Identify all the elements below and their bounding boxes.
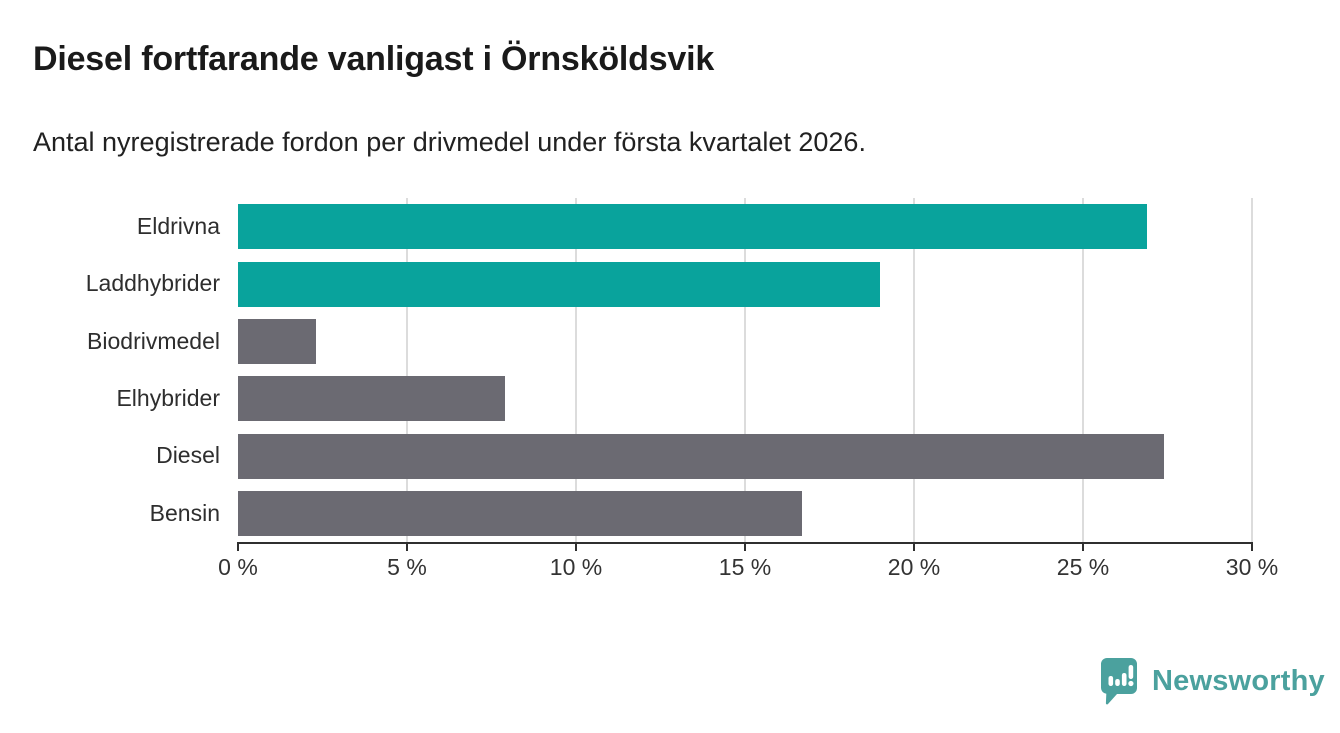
category-axis: Eldrivna Laddhybrider Biodrivmedel Elhybrid… <box>0 198 220 542</box>
gridline <box>1082 198 1084 542</box>
category-label-bensin: Bensin <box>149 499 220 526</box>
gridline <box>575 198 577 542</box>
bar-diesel <box>238 433 1165 479</box>
axis-tick <box>744 542 746 551</box>
axis-tick <box>1251 542 1253 551</box>
newsworthy-logo: Newsworthy <box>1100 657 1325 705</box>
bar-elhybrider <box>238 376 506 422</box>
logo-text: Newsworthy <box>1152 664 1325 697</box>
axis-tick <box>575 542 577 551</box>
gridline <box>406 198 408 542</box>
axis-tick-label: 20 % <box>887 554 941 580</box>
category-label-biodrivmedel: Biodrivmedel <box>87 327 220 354</box>
axis-tick-label: 25 % <box>1056 554 1110 580</box>
axis-tick <box>406 542 408 551</box>
bar-biodrivmedel <box>238 318 316 364</box>
plot-area: 0 % 5 % 10 % 15 % 20 % 25 % 30 % <box>218 198 1278 580</box>
category-label-elhybrider: Elhybrider <box>116 385 220 412</box>
axis-tick-label: 15 % <box>718 554 772 580</box>
bar-laddhybrider <box>238 261 881 307</box>
axis-tick <box>1082 542 1084 551</box>
axis-tick <box>913 542 915 551</box>
gridline <box>1251 198 1253 542</box>
axis-tick-label: 5 % <box>387 554 427 580</box>
category-label-eldrivna: Eldrivna <box>136 213 220 240</box>
axis-tick-label: 10 % <box>549 554 603 580</box>
category-label-laddhybrider: Laddhybrider <box>85 270 220 297</box>
bar-eldrivna <box>238 204 1148 250</box>
gridline <box>744 198 746 542</box>
category-label-diesel: Diesel <box>156 442 220 469</box>
gridline <box>913 198 915 542</box>
bar-bensin <box>238 490 803 536</box>
axis-tick-label: 30 % <box>1225 554 1279 580</box>
chart-subtitle: Antal nyregistrerade fordon per drivmede… <box>33 127 866 157</box>
bar-chart-speech-bubble-icon <box>1100 657 1138 705</box>
axis-tick <box>237 542 239 551</box>
axis-tick-label: 0 % <box>218 554 258 580</box>
chart-title: Diesel fortfarande vanligast i Örnskölds… <box>33 40 715 78</box>
